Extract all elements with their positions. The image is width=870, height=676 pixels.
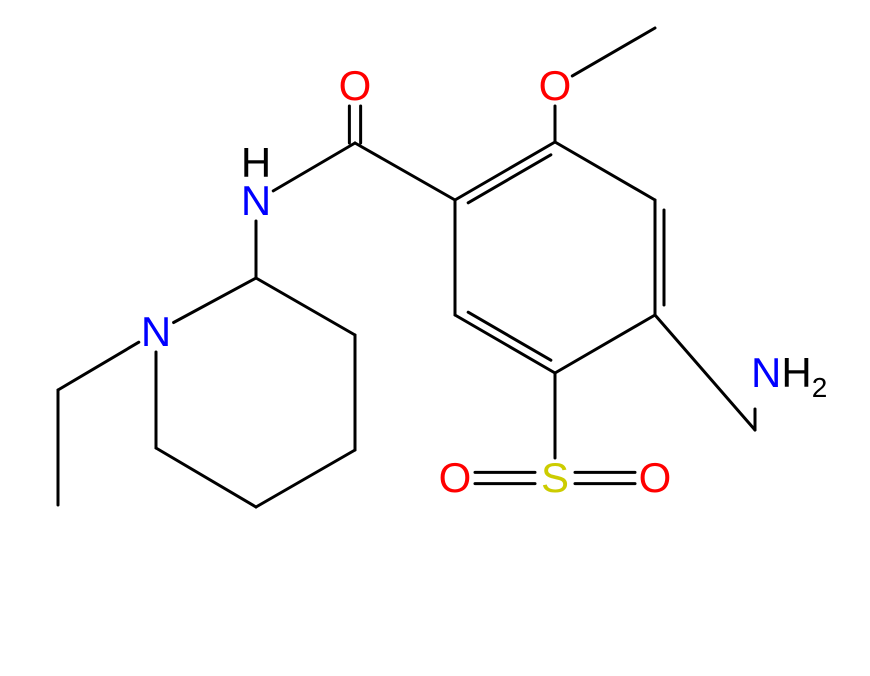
- atom-O_s1: O: [439, 454, 472, 501]
- atom-N1: N: [141, 308, 171, 355]
- atom-N_am: NH2: [751, 349, 827, 403]
- svg-text:S: S: [541, 454, 569, 501]
- atom-S: S: [541, 454, 569, 501]
- svg-text:O: O: [539, 62, 572, 109]
- svg-text:H: H: [241, 139, 271, 186]
- atom-O12: O: [539, 62, 572, 109]
- svg-text:O: O: [439, 454, 472, 501]
- atom-O9: O: [339, 62, 372, 109]
- atom-O_s2: O: [639, 454, 672, 501]
- svg-text:N: N: [141, 308, 171, 355]
- svg-text:NH2: NH2: [751, 349, 827, 403]
- svg-text:O: O: [639, 454, 672, 501]
- atom-N7: NH: [241, 139, 271, 224]
- svg-text:O: O: [339, 62, 372, 109]
